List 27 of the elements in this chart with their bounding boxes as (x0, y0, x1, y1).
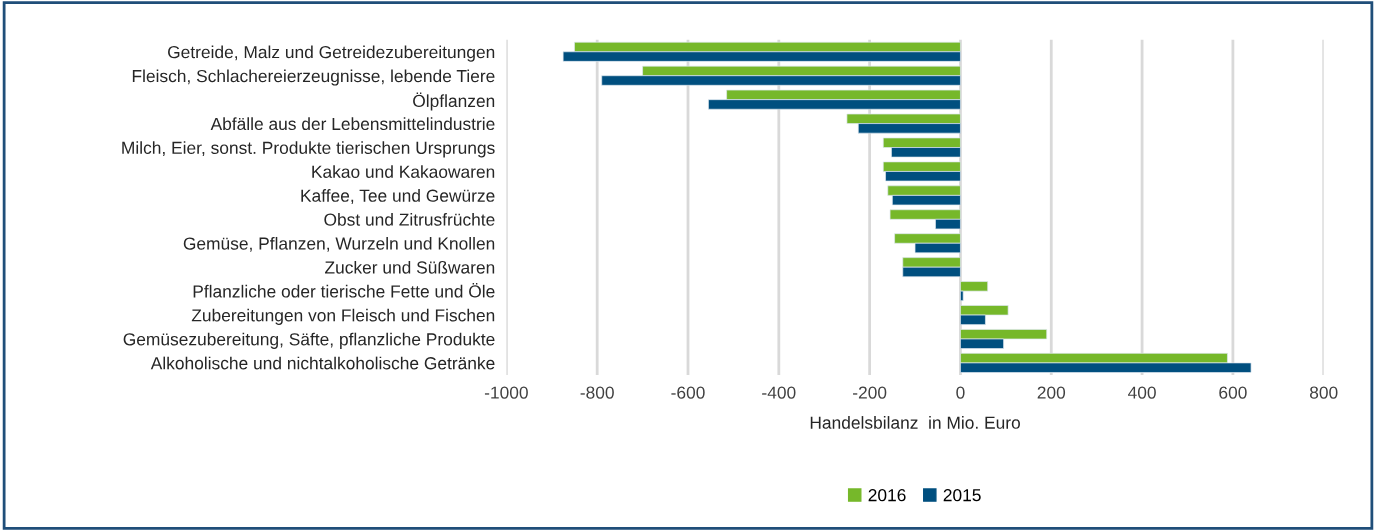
x-axis-title: Handelsbilanz in Mio. Euro (810, 416, 1020, 429)
y-tick-label: Abfälle aus der Lebensmittelindustrie (210, 117, 495, 131)
x-tick-label: 400 (1128, 386, 1156, 399)
x-tick-label: -200 (853, 386, 887, 399)
legend-label: 2016 (868, 489, 906, 502)
y-tick-label: Ölpflanzen (413, 92, 495, 111)
y-tick-label: Kakao und Kakaowaren (312, 165, 495, 178)
x-tick-label: 200 (1037, 386, 1066, 399)
y-tick-label: Zubereitungen von Fleisch und Fischen (191, 308, 495, 325)
x-tick-label: -600 (671, 386, 705, 399)
y-tick-label: Gemüsezubereitung, Säfte, pflanzliche Produkte (123, 332, 495, 349)
x-tick-label: -400 (762, 386, 796, 399)
legend-label: 2015 (943, 489, 981, 502)
y-tick-label: Fleisch, Schlachereierzeugnisse, lebende Tiere (132, 69, 495, 86)
y-tick-label: Milch, Eier, sonst. Produkte tierischen Ursprungs (122, 141, 495, 158)
x-tick-label: 800 (1309, 386, 1338, 399)
y-tick-label: Pflanzliche oder tierische Fette und Öle (193, 282, 495, 298)
x-tick-label: -800 (580, 386, 614, 399)
y-tick-label: Kaffee, Tee und Gewürze (301, 189, 495, 204)
x-tick-label: 600 (1219, 386, 1247, 399)
y-tick-label: Getreide, Malz und Getreidezubereitungen (168, 45, 495, 62)
x-tick-label: 0 (956, 386, 965, 399)
y-tick-label: Alkoholische und nichtalkoholische Getränke (150, 356, 495, 370)
y-tick-label: Zucker und Süßwaren (325, 260, 495, 274)
y-tick-label: Gemüse, Pflanzen, Wurzeln und Knollen (183, 236, 495, 252)
y-tick-label: Obst und Zitrusfrüchte (324, 213, 495, 226)
x-tick-label: -1000 (484, 386, 528, 399)
